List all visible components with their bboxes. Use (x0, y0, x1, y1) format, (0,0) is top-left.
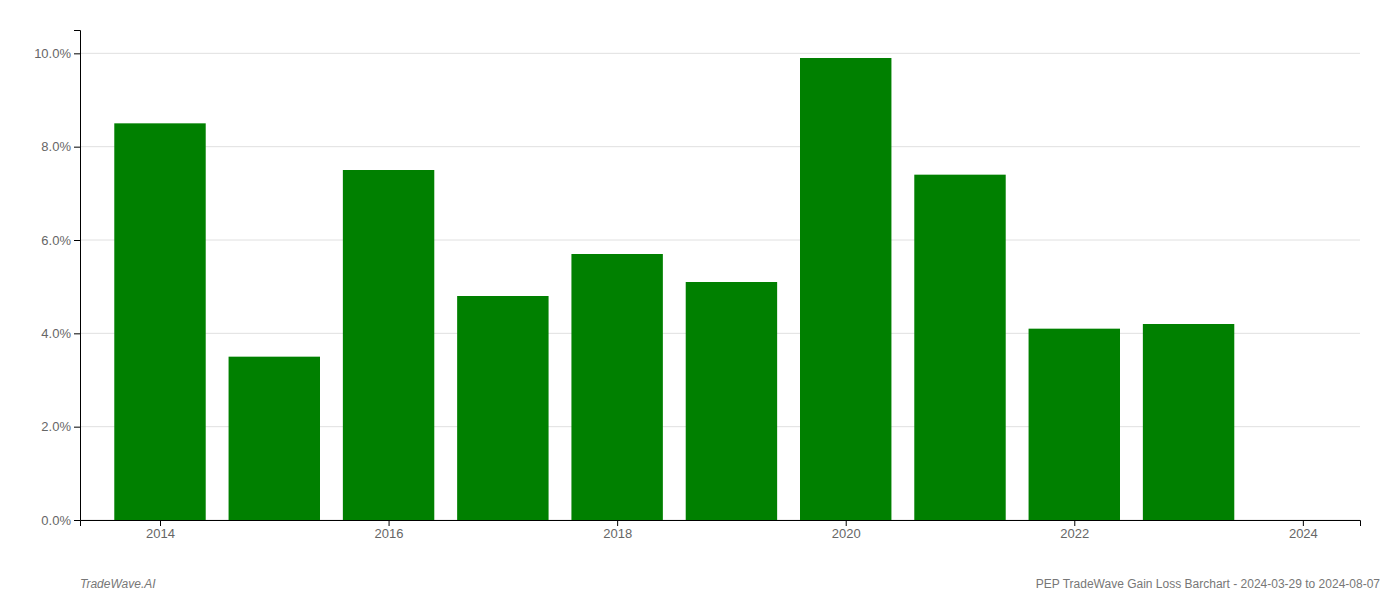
grid-line (80, 240, 1360, 241)
y-tick: 2.0% (41, 419, 80, 434)
chart-svg: 2014 2016 2018 2020 2022 2024 0.0% 2.0% 4.0% 6.0%… (0, 0, 1400, 600)
x-tick: 2022 (1060, 520, 1089, 541)
x-tick-label: 2018 (603, 526, 632, 541)
bar (571, 254, 662, 520)
x-tick: 2016 (375, 520, 404, 541)
y-tick-mark (74, 147, 80, 148)
x-tick: 2024 (1289, 520, 1318, 541)
y-tick-mark (74, 333, 80, 334)
chart-container: 2014 2016 2018 2020 2022 2024 0.0% 2.0% 4.0% 6.0%… (0, 0, 1400, 600)
y-tick-mark (74, 53, 80, 54)
y-axis-line (74, 31, 81, 521)
bar (686, 282, 777, 520)
grid-line (80, 146, 1360, 147)
y-tick-mark (74, 240, 80, 241)
x-tick-label: 2022 (1060, 526, 1089, 541)
x-tick-label: 2016 (375, 526, 404, 541)
y-tick: 8.0% (41, 139, 80, 154)
y-tick-label: 2.0% (41, 419, 71, 434)
x-tick-label: 2014 (146, 526, 175, 541)
grid (80, 53, 1360, 520)
x-tick: 2020 (832, 520, 861, 541)
x-tick-mark (1074, 520, 1075, 526)
y-tick-mark (74, 427, 80, 428)
footer-left: TradeWave.AI (80, 577, 156, 591)
x-axis: 2014 2016 2018 2020 2022 2024 (81, 520, 1361, 541)
y-tick: 4.0% (41, 326, 80, 341)
x-tick: 2018 (603, 520, 632, 541)
x-axis-line (81, 521, 1361, 527)
bar (343, 170, 434, 520)
x-tick-mark (389, 520, 390, 526)
y-tick-label: 6.0% (41, 233, 71, 248)
x-tick-mark (1303, 520, 1304, 526)
x-tick-label: 2024 (1289, 526, 1318, 541)
bar (229, 357, 320, 520)
y-axis: 0.0% 2.0% 4.0% 6.0% 8.0% 10.0% (34, 31, 80, 528)
y-tick-mark (74, 520, 80, 521)
y-tick: 0.0% (41, 513, 80, 528)
bar (114, 123, 205, 520)
bar (800, 58, 891, 520)
y-tick-label: 8.0% (41, 139, 71, 154)
x-tick: 2014 (146, 520, 175, 541)
grid-line (80, 53, 1360, 54)
x-tick-mark (160, 520, 161, 526)
y-tick: 6.0% (41, 233, 80, 248)
y-tick: 10.0% (34, 46, 80, 61)
y-tick-label: 10.0% (34, 46, 71, 61)
x-tick-label: 2020 (832, 526, 861, 541)
bar (1143, 324, 1234, 520)
plot-area: 2014 2016 2018 2020 2022 2024 0.0% 2.0% 4.0% 6.0%… (34, 31, 1360, 542)
y-tick-label: 4.0% (41, 326, 71, 341)
x-tick-mark (846, 520, 847, 526)
bar (457, 296, 548, 520)
y-tick-label: 0.0% (41, 513, 71, 528)
bar (914, 175, 1005, 520)
footer-right: PEP TradeWave Gain Loss Barchart - 2024-… (1036, 577, 1381, 591)
x-tick-mark (617, 520, 618, 526)
marks (114, 58, 1234, 520)
bar (1029, 329, 1120, 520)
